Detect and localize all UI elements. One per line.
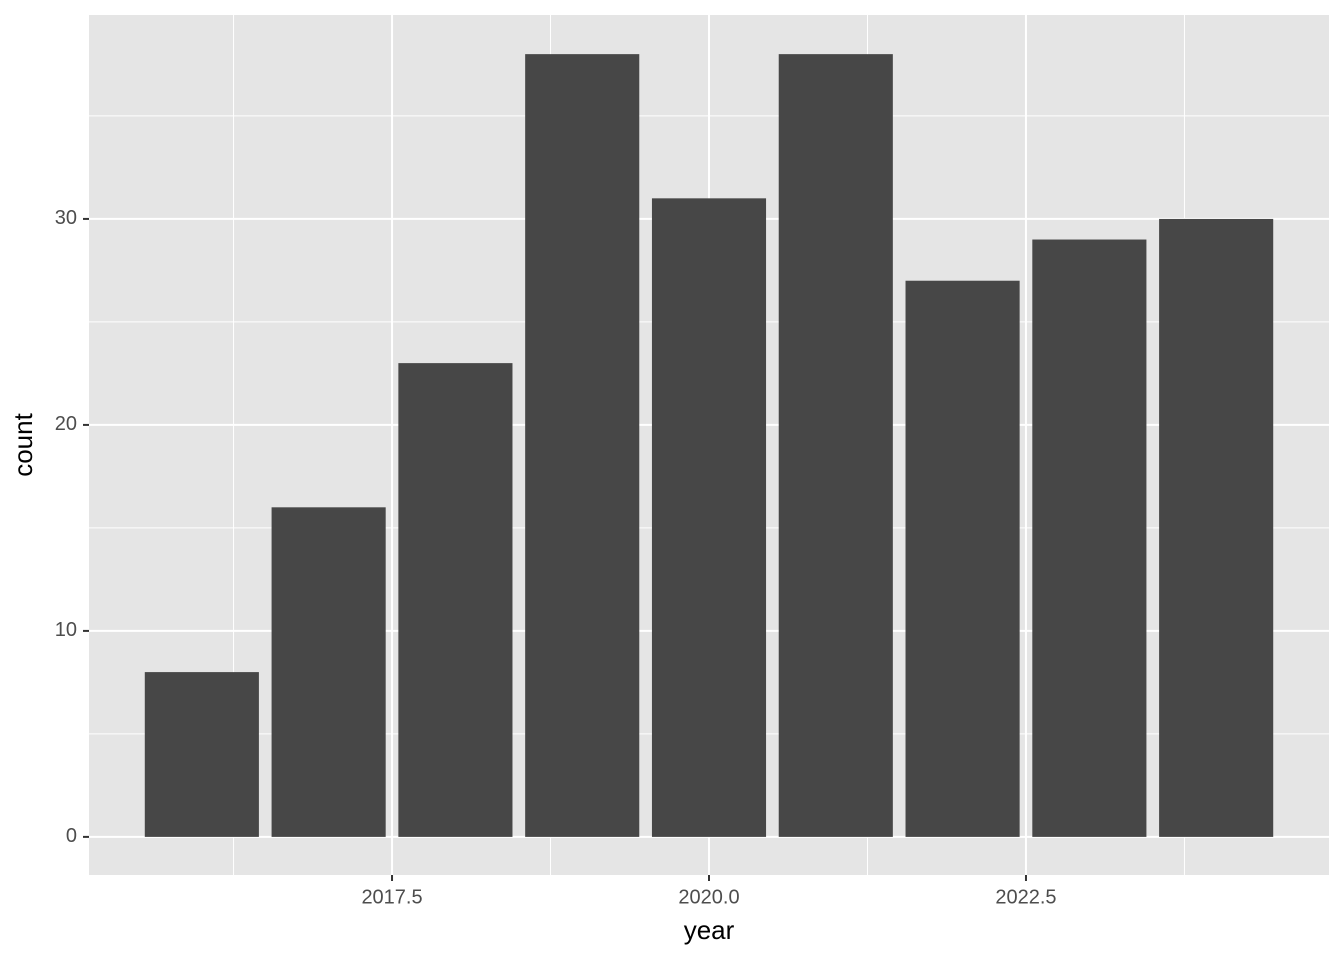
y-axis-title: count bbox=[8, 412, 38, 476]
bar bbox=[398, 363, 513, 837]
bar bbox=[271, 507, 386, 837]
bar bbox=[1032, 239, 1147, 837]
bar bbox=[1159, 218, 1274, 837]
y-tick-label: 10 bbox=[55, 619, 77, 641]
x-tick-label: 2022.5 bbox=[995, 886, 1056, 908]
bar bbox=[144, 672, 259, 837]
bar bbox=[525, 54, 640, 837]
y-tick-label: 20 bbox=[55, 413, 77, 435]
x-axis-title: year bbox=[684, 915, 735, 945]
y-tick-label: 0 bbox=[66, 825, 77, 847]
y-tick-label: 30 bbox=[55, 207, 77, 229]
x-tick-label: 2017.5 bbox=[361, 886, 422, 908]
bar bbox=[905, 280, 1020, 837]
bar bbox=[651, 198, 767, 837]
bar bbox=[778, 54, 893, 837]
x-tick-label: 2020.0 bbox=[678, 886, 739, 908]
